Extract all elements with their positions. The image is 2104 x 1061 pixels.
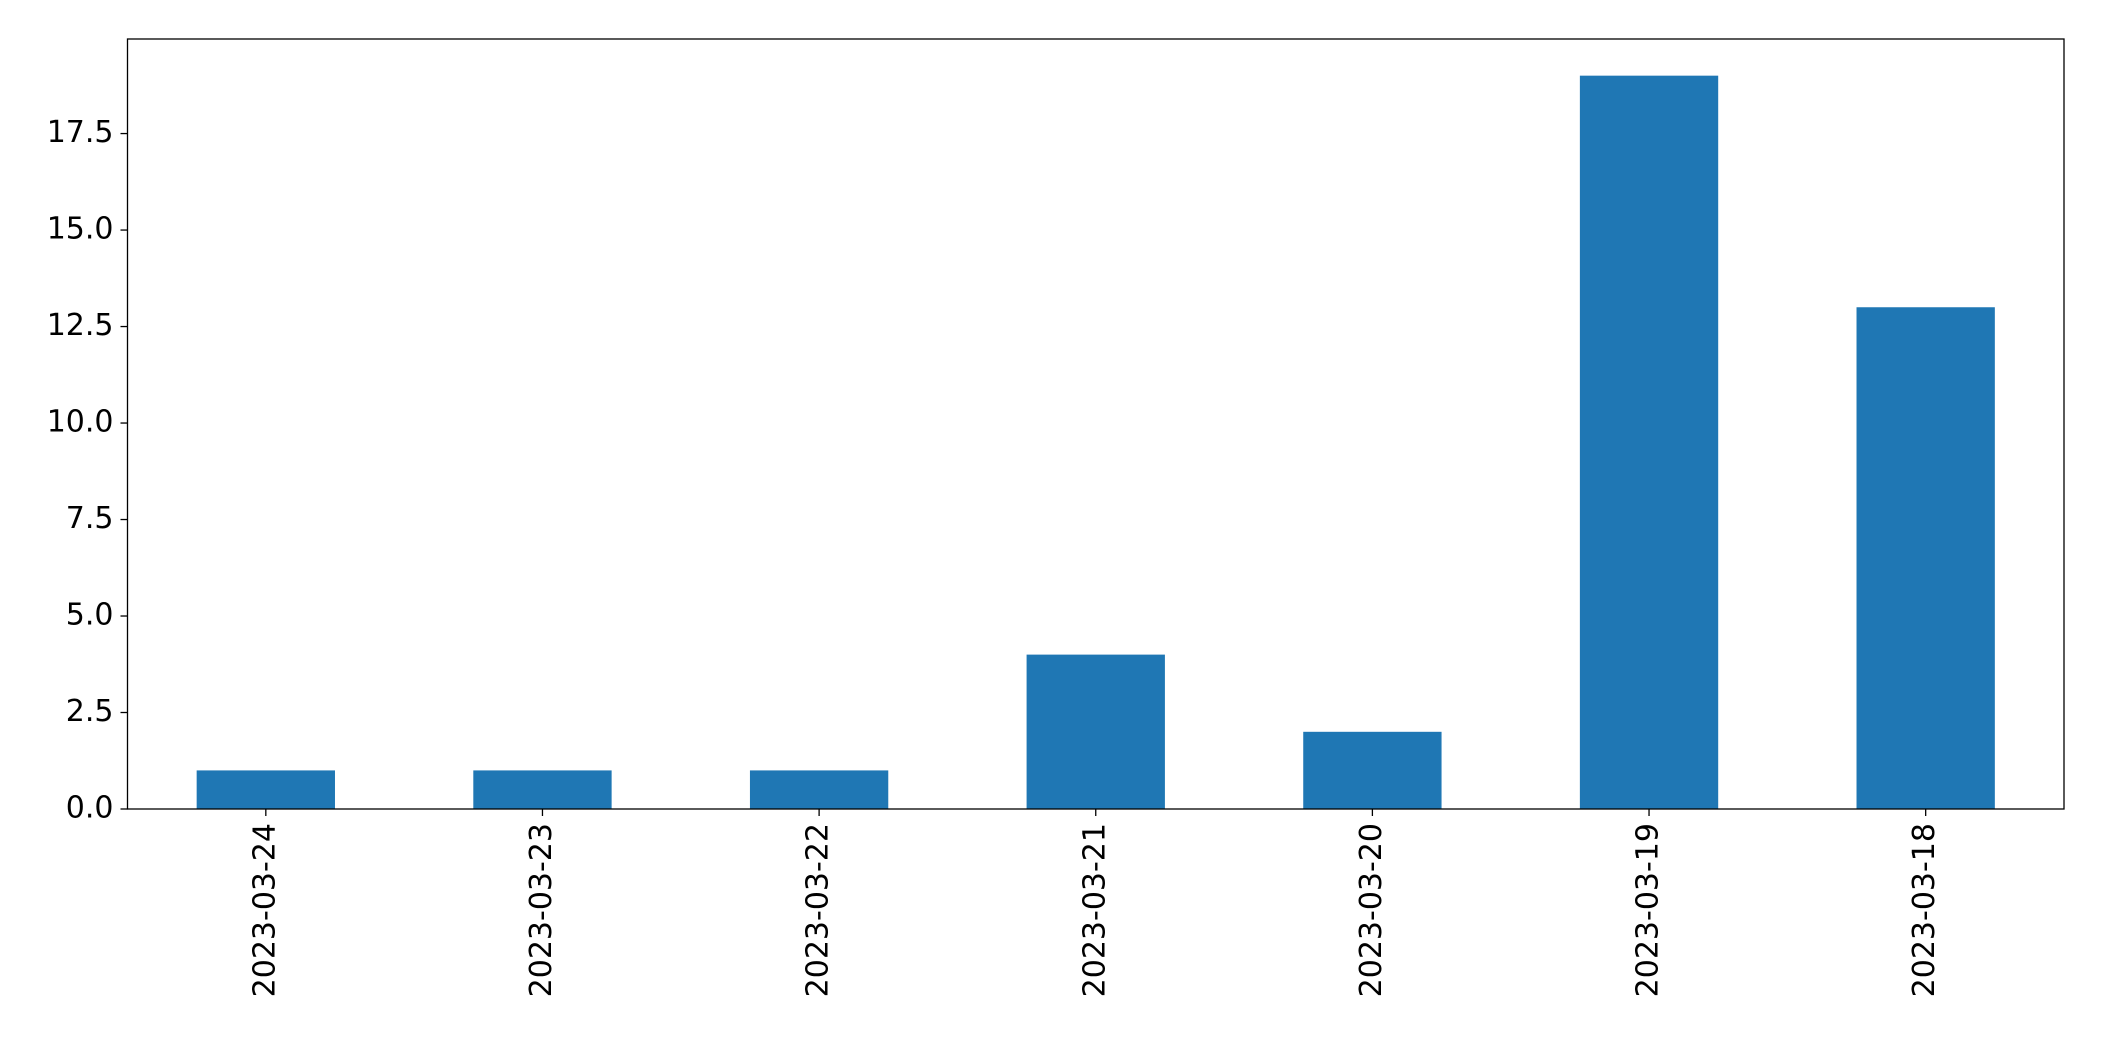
y-tick-label: 2.5 — [66, 694, 114, 729]
x-tick-label: 2023-03-19 — [1631, 823, 1666, 997]
bar — [1303, 731, 1442, 809]
bar — [1856, 307, 1995, 809]
bar — [473, 770, 612, 809]
plot-frame — [126, 38, 2065, 810]
bar — [1579, 75, 1719, 809]
x-tick-label: 2023-03-18 — [1907, 823, 1942, 997]
x-tick-label: 2023-03-20 — [1354, 823, 1389, 997]
y-tick-label: 5.0 — [66, 598, 114, 633]
x-tick-label: 2023-03-22 — [801, 823, 836, 997]
y-tick-label: 7.5 — [66, 501, 114, 536]
y-tick-label: 12.5 — [47, 308, 114, 343]
x-tick-label: 2023-03-23 — [524, 823, 559, 997]
y-tick-label: 10.0 — [47, 405, 114, 440]
bar — [1026, 654, 1165, 809]
x-tick-label: 2023-03-21 — [1077, 823, 1112, 997]
y-tick-label: 0.0 — [66, 791, 114, 826]
x-tick-label: 2023-03-24 — [247, 823, 282, 997]
y-tick-label: 17.5 — [47, 115, 114, 150]
y-tick-label: 15.0 — [47, 212, 114, 247]
bar — [749, 770, 889, 809]
bar — [196, 770, 335, 809]
